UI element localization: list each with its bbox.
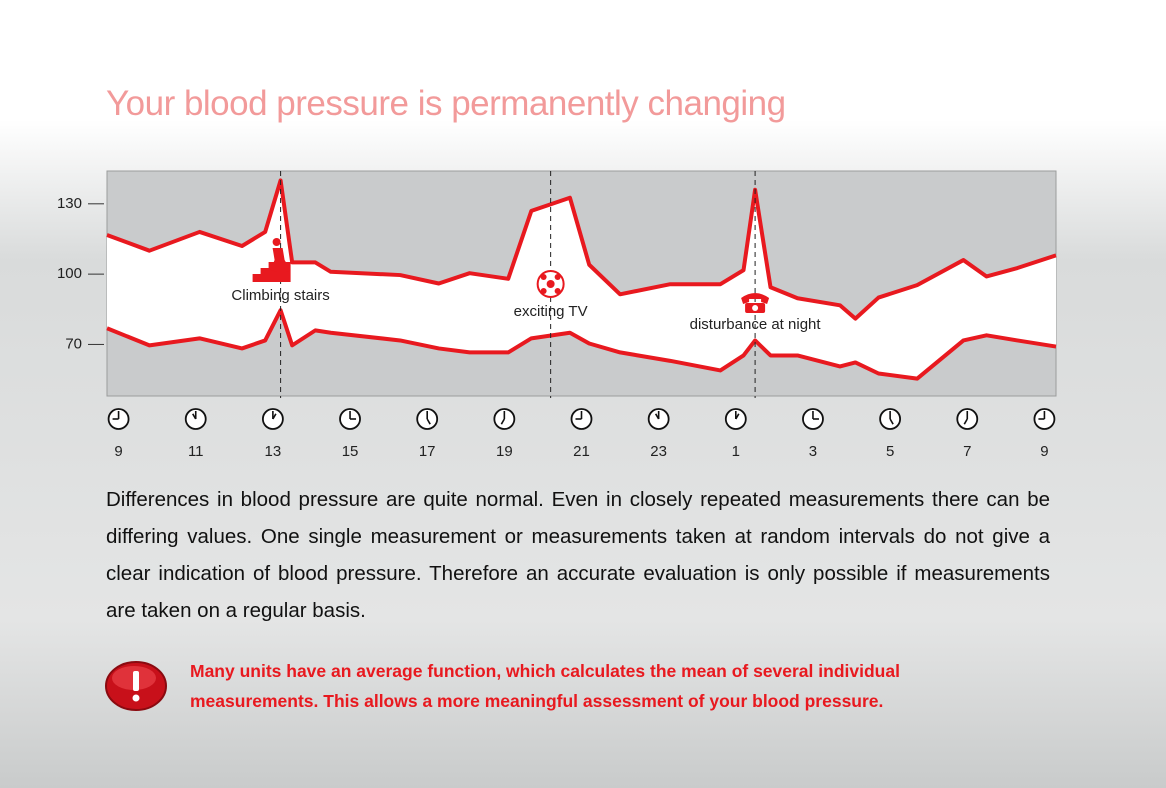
clock-icon	[1033, 408, 1056, 430]
clock-icon	[647, 408, 670, 430]
ball-patch	[546, 280, 555, 288]
phone-dial	[752, 305, 759, 311]
alert-dot	[132, 694, 140, 702]
clock-icon	[261, 408, 284, 430]
x-tick-label: 13	[265, 443, 282, 460]
event-icon	[252, 238, 291, 282]
clock-hand	[426, 418, 431, 425]
clock-icon	[184, 408, 207, 430]
x-tick-label: 7	[963, 443, 971, 460]
clock-icon	[570, 408, 593, 430]
x-tick-label: 1	[732, 443, 740, 460]
clock-hand	[963, 418, 968, 425]
x-tick-label: 9	[114, 443, 122, 460]
clock-icon	[879, 408, 902, 430]
clock-hand	[192, 413, 197, 420]
annotation-label: Climbing stairs	[231, 287, 329, 304]
phone-icon	[741, 293, 770, 304]
clock-icon	[724, 408, 747, 430]
x-tick-label: 11	[188, 443, 204, 460]
x-tick-label: 23	[650, 443, 667, 460]
clock-hand	[889, 418, 894, 425]
y-tick-label: 100	[57, 265, 82, 282]
y-tick-label: 130	[57, 195, 82, 212]
ball-patch	[554, 274, 561, 280]
annotation-label: disturbance at night	[690, 316, 822, 333]
body-text: Differences in blood pressure are quite …	[106, 488, 1050, 622]
clock-hand	[500, 418, 506, 425]
clock-icon	[339, 408, 361, 430]
clock-icon	[107, 408, 130, 430]
x-tick-label: 19	[496, 443, 513, 460]
band-fill	[107, 180, 1056, 379]
person-body	[270, 248, 291, 272]
annotation-label: exciting TV	[514, 303, 588, 320]
clock-icon	[416, 408, 439, 430]
x-tick-label: 17	[419, 443, 436, 460]
clock-hand	[735, 413, 740, 420]
ball-patch	[540, 288, 547, 294]
note-text: Many units have an average function, whi…	[190, 661, 900, 711]
clock-icon	[956, 408, 979, 430]
event-icon	[741, 293, 770, 313]
x-tick-label: 21	[573, 443, 590, 460]
clock-icon	[493, 408, 516, 430]
y-tick-label: 70	[65, 335, 82, 352]
x-tick-label: 5	[886, 443, 894, 460]
ball-patch	[554, 288, 561, 294]
stairs-icon	[252, 262, 291, 282]
clock-hand	[272, 413, 277, 420]
x-tick-label: 15	[342, 443, 359, 460]
ball-patch	[540, 274, 547, 280]
clock-icon	[802, 408, 824, 430]
event-icon	[536, 270, 565, 298]
clock-hand	[654, 413, 660, 420]
x-tick-label: 9	[1040, 443, 1048, 460]
chart: 70 100 130 Climbing stairs exciting TV distur…	[57, 170, 1057, 460]
page-title: Your blood pressure is permanently chang…	[106, 84, 786, 123]
person-head	[272, 238, 281, 246]
alert-mark	[133, 671, 139, 691]
alert-icon	[105, 661, 167, 711]
x-tick-label: 3	[809, 443, 817, 460]
